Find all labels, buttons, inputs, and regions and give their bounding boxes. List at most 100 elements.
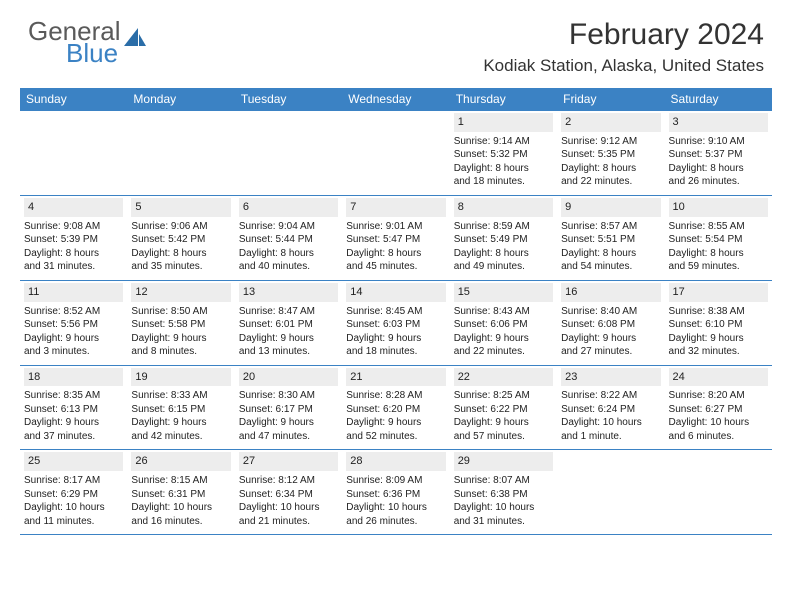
daylight-text-1: Daylight: 9 hours [239, 416, 338, 430]
sunset-text: Sunset: 5:49 PM [454, 233, 553, 247]
sunset-text: Sunset: 5:56 PM [24, 318, 123, 332]
day-number: 28 [346, 452, 445, 471]
daylight-text-1: Daylight: 9 hours [346, 332, 445, 346]
calendar-cell: 21Sunrise: 8:28 AMSunset: 6:20 PMDayligh… [342, 366, 449, 450]
calendar-cell: 2Sunrise: 9:12 AMSunset: 5:35 PMDaylight… [557, 111, 664, 195]
daylight-text-1: Daylight: 8 hours [561, 162, 660, 176]
sunset-text: Sunset: 5:37 PM [669, 148, 768, 162]
daylight-text-2: and 22 minutes. [454, 345, 553, 359]
day-number: 26 [131, 452, 230, 471]
daylight-text-1: Daylight: 9 hours [669, 332, 768, 346]
calendar-cell-empty [127, 111, 234, 195]
calendar-row: 4Sunrise: 9:08 AMSunset: 5:39 PMDaylight… [20, 195, 772, 280]
sunset-text: Sunset: 6:08 PM [561, 318, 660, 332]
sunset-text: Sunset: 6:10 PM [669, 318, 768, 332]
daylight-text-2: and 57 minutes. [454, 430, 553, 444]
sunset-text: Sunset: 6:27 PM [669, 403, 768, 417]
calendar-cell: 24Sunrise: 8:20 AMSunset: 6:27 PMDayligh… [665, 366, 772, 450]
day-number: 3 [669, 113, 768, 132]
day-number: 21 [346, 368, 445, 387]
day-number: 13 [239, 283, 338, 302]
calendar-cell: 17Sunrise: 8:38 AMSunset: 6:10 PMDayligh… [665, 281, 772, 365]
calendar-cell: 20Sunrise: 8:30 AMSunset: 6:17 PMDayligh… [235, 366, 342, 450]
sunrise-text: Sunrise: 8:38 AM [669, 305, 768, 319]
daylight-text-1: Daylight: 8 hours [561, 247, 660, 261]
sunrise-text: Sunrise: 8:50 AM [131, 305, 230, 319]
calendar-cell: 6Sunrise: 9:04 AMSunset: 5:44 PMDaylight… [235, 196, 342, 280]
calendar-cell: 26Sunrise: 8:15 AMSunset: 6:31 PMDayligh… [127, 450, 234, 534]
calendar-cell: 28 Sunrise: 8:09 AMSunset: 6:36 PMDayligh… [342, 450, 449, 534]
month-title: February 2024 [483, 18, 764, 52]
calendar-row: 11Sunrise: 8:52 AMSunset: 5:56 PMDayligh… [20, 280, 772, 365]
weekday-header: Thursday [450, 88, 557, 110]
daylight-text-1: Daylight: 9 hours [131, 332, 230, 346]
daylight-text-2: and 8 minutes. [131, 345, 230, 359]
calendar-cell: 15Sunrise: 8:43 AMSunset: 6:06 PMDayligh… [450, 281, 557, 365]
sunset-text: Sunset: 6:31 PM [131, 488, 230, 502]
calendar-cell: 29Sunrise: 8:07 AMSunset: 6:38 PMDayligh… [450, 450, 557, 534]
sunrise-text: Sunrise: 8:57 AM [561, 220, 660, 234]
calendar-cell: 27Sunrise: 8:12 AMSunset: 6:34 PMDayligh… [235, 450, 342, 534]
daylight-text-2: and 31 minutes. [24, 260, 123, 274]
day-number: 12 [131, 283, 230, 302]
sunset-text: Sunset: 6:20 PM [346, 403, 445, 417]
weekday-header: Monday [127, 88, 234, 110]
day-number: 11 [24, 283, 123, 302]
day-number: 5 [131, 198, 230, 217]
calendar-cell: 5Sunrise: 9:06 AMSunset: 5:42 PMDaylight… [127, 196, 234, 280]
daylight-text-1: Daylight: 10 hours [346, 501, 445, 515]
calendar-cell-empty [665, 450, 772, 534]
sunset-text: Sunset: 6:34 PM [239, 488, 338, 502]
sunset-text: Sunset: 6:38 PM [454, 488, 553, 502]
daylight-text-1: Daylight: 9 hours [454, 332, 553, 346]
sunrise-text: Sunrise: 8:59 AM [454, 220, 553, 234]
calendar-cell: 12Sunrise: 8:50 AMSunset: 5:58 PMDayligh… [127, 281, 234, 365]
daylight-text-1: Daylight: 9 hours [131, 416, 230, 430]
daylight-text-2: and 37 minutes. [24, 430, 123, 444]
sunset-text: Sunset: 6:36 PM [346, 488, 445, 502]
sunrise-text: Sunrise: 9:08 AM [24, 220, 123, 234]
daylight-text-2: and 3 minutes. [24, 345, 123, 359]
sunrise-text: Sunrise: 8:33 AM [131, 389, 230, 403]
daylight-text-2: and 26 minutes. [669, 175, 768, 189]
daylight-text-2: and 13 minutes. [239, 345, 338, 359]
weekday-header: Friday [557, 88, 664, 110]
calendar-row: 1Sunrise: 9:14 AMSunset: 5:32 PMDaylight… [20, 110, 772, 195]
sunrise-text: Sunrise: 8:30 AM [239, 389, 338, 403]
weekday-header: Sunday [20, 88, 127, 110]
daylight-text-2: and 11 minutes. [24, 515, 123, 529]
day-number: 2 [561, 113, 660, 132]
day-number: 22 [454, 368, 553, 387]
daylight-text-1: Daylight: 8 hours [454, 162, 553, 176]
daylight-text-2: and 18 minutes. [454, 175, 553, 189]
calendar-cell: 13Sunrise: 8:47 AMSunset: 6:01 PMDayligh… [235, 281, 342, 365]
calendar-cell-empty [235, 111, 342, 195]
calendar-cell: 22Sunrise: 8:25 AMSunset: 6:22 PMDayligh… [450, 366, 557, 450]
day-number: 23 [561, 368, 660, 387]
calendar-cell-empty [20, 111, 127, 195]
sunset-text: Sunset: 5:54 PM [669, 233, 768, 247]
daylight-text-2: and 52 minutes. [346, 430, 445, 444]
sunrise-text: Sunrise: 8:47 AM [239, 305, 338, 319]
daylight-text-2: and 59 minutes. [669, 260, 768, 274]
sunrise-text: Sunrise: 8:45 AM [346, 305, 445, 319]
daylight-text-2: and 26 minutes. [346, 515, 445, 529]
daylight-text-1: Daylight: 9 hours [561, 332, 660, 346]
sunrise-text: Sunrise: 9:04 AM [239, 220, 338, 234]
daylight-text-1: Daylight: 9 hours [454, 416, 553, 430]
daylight-text-1: Daylight: 8 hours [669, 247, 768, 261]
sunrise-text: Sunrise: 8:09 AM [346, 474, 445, 488]
calendar-cell: 19Sunrise: 8:33 AMSunset: 6:15 PMDayligh… [127, 366, 234, 450]
calendar-cell: 23Sunrise: 8:22 AMSunset: 6:24 PMDayligh… [557, 366, 664, 450]
daylight-text-1: Daylight: 9 hours [24, 332, 123, 346]
day-number: 18 [24, 368, 123, 387]
daylight-text-2: and 27 minutes. [561, 345, 660, 359]
daylight-text-1: Daylight: 10 hours [239, 501, 338, 515]
daylight-text-1: Daylight: 8 hours [131, 247, 230, 261]
title-block: February 2024 Kodiak Station, Alaska, Un… [483, 18, 764, 76]
sunrise-text: Sunrise: 8:07 AM [454, 474, 553, 488]
day-number: 10 [669, 198, 768, 217]
calendar-cell: 11Sunrise: 8:52 AMSunset: 5:56 PMDayligh… [20, 281, 127, 365]
calendar-row: 25Sunrise: 8:17 AMSunset: 6:29 PMDayligh… [20, 449, 772, 535]
day-number: 24 [669, 368, 768, 387]
